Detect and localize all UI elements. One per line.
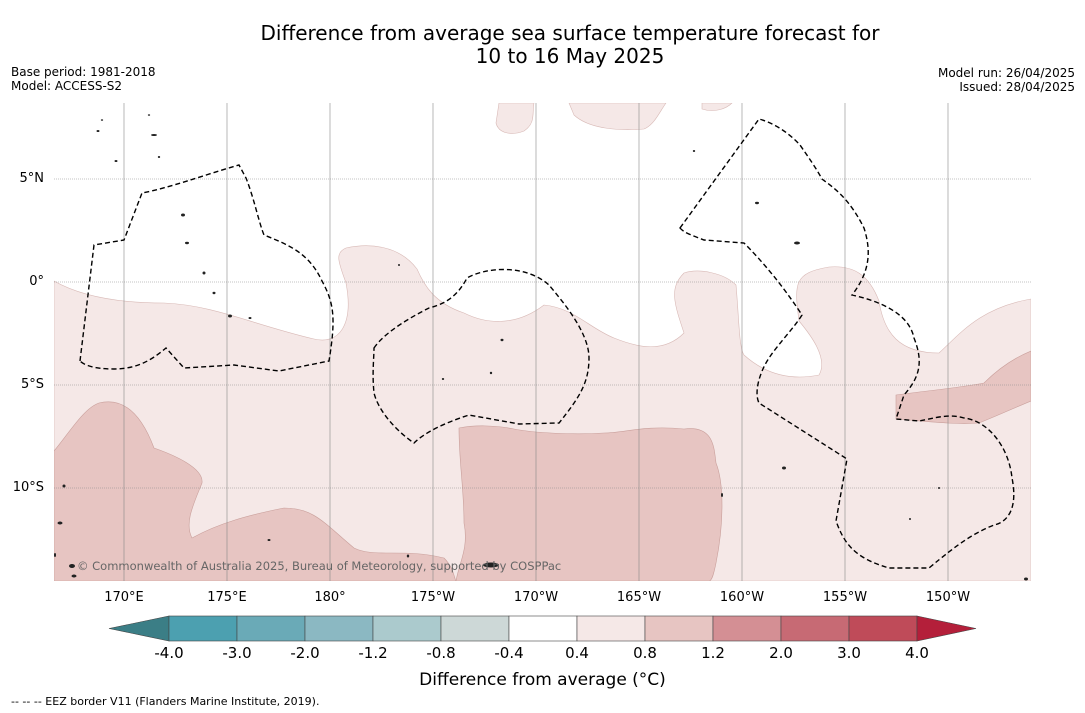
anomaly-region-light	[54, 245, 1031, 581]
colorbar-segment	[712, 615, 782, 642]
anomaly-region-top-1	[495, 103, 535, 134]
lon-label-180: 180°	[314, 590, 346, 605]
colorbar-segment	[780, 615, 850, 642]
lon-label-165w: 165°W	[616, 590, 662, 605]
colorbar-extend-low	[108, 615, 170, 642]
colorbar-tick-label: -4.0	[154, 644, 184, 662]
colorbar-tick-label: -2.0	[290, 644, 320, 662]
lon-label-175w: 175°W	[410, 590, 456, 605]
meta-left: Base period: 1981-2018 Model: ACCESS-S2	[11, 65, 156, 93]
colorbar-segment	[440, 615, 510, 642]
lat-label-5s: 5°S	[20, 377, 44, 392]
sst-anomaly-map	[54, 103, 1031, 581]
title-line-1: Difference from average sea surface temp…	[260, 21, 880, 45]
colorbar-segment	[576, 615, 646, 642]
issued-text: Issued: 28/04/2025	[959, 80, 1075, 94]
base-period-text: Base period: 1981-2018	[11, 65, 156, 79]
anomaly-region-dark-east	[895, 350, 1031, 424]
colorbar-tick-label: -0.4	[494, 644, 524, 662]
colorbar-tick-label: 4.0	[905, 644, 929, 662]
colorbar	[108, 615, 977, 642]
colorbar-tick-label: 3.0	[837, 644, 861, 662]
model-text: Model: ACCESS-S2	[11, 79, 123, 93]
islands	[54, 114, 1028, 581]
eez-legend-note: -- -- -- EEZ border V11 (Flanders Marine…	[11, 695, 320, 708]
grid-lines	[54, 103, 1031, 581]
lat-label-0: 0°	[29, 274, 44, 289]
model-run-text: Model run: 26/04/2025	[937, 66, 1075, 80]
lon-label-150w: 150°W	[925, 590, 971, 605]
lon-label-160w: 160°W	[719, 590, 765, 605]
colorbar-tick-label: -3.0	[222, 644, 252, 662]
lon-label-170w: 170°W	[513, 590, 559, 605]
colorbar-extend-high	[916, 615, 977, 642]
colorbar-tick-label: 1.2	[701, 644, 725, 662]
colorbar-tick-label: 0.8	[633, 644, 657, 662]
anomaly-region-top-3	[701, 103, 733, 111]
lat-label-5n: 5°N	[19, 171, 45, 186]
lon-label-155w: 155°W	[822, 590, 868, 605]
anomaly-region-dark-central	[455, 425, 723, 581]
colorbar-segment	[848, 615, 918, 642]
lat-label-10s: 10°S	[12, 480, 44, 495]
lon-label-170e: 170°E	[104, 590, 144, 605]
meta-right: Model run: 26/04/2025 Issued: 28/04/2025	[938, 66, 1075, 94]
colorbar-segment	[168, 615, 238, 642]
anomaly-region-top-2	[568, 103, 667, 130]
colorbar-segments	[108, 615, 977, 642]
colorbar-tick-label: -1.2	[358, 644, 388, 662]
eez-borders	[79, 118, 1015, 569]
colorbar-title: Difference from average (°C)	[419, 670, 666, 690]
colorbar-tick-label: -0.8	[426, 644, 456, 662]
colorbar-segment	[236, 615, 306, 642]
title-line-2: 10 to 16 May 2025	[475, 44, 665, 68]
colorbar-segment	[304, 615, 374, 642]
lon-label-175e: 175°E	[207, 590, 247, 605]
colorbar-segment	[372, 615, 442, 642]
colorbar-segment	[644, 615, 714, 642]
colorbar-tick-label: 0.4	[565, 644, 589, 662]
colorbar-tick-label: 2.0	[769, 644, 793, 662]
page-title: Difference from average sea surface temp…	[0, 22, 1085, 68]
anomaly-region-dark-west	[54, 401, 457, 581]
copyright-credit: © Commonwealth of Australia 2025, Bureau…	[77, 559, 562, 573]
colorbar-segment	[508, 615, 578, 642]
